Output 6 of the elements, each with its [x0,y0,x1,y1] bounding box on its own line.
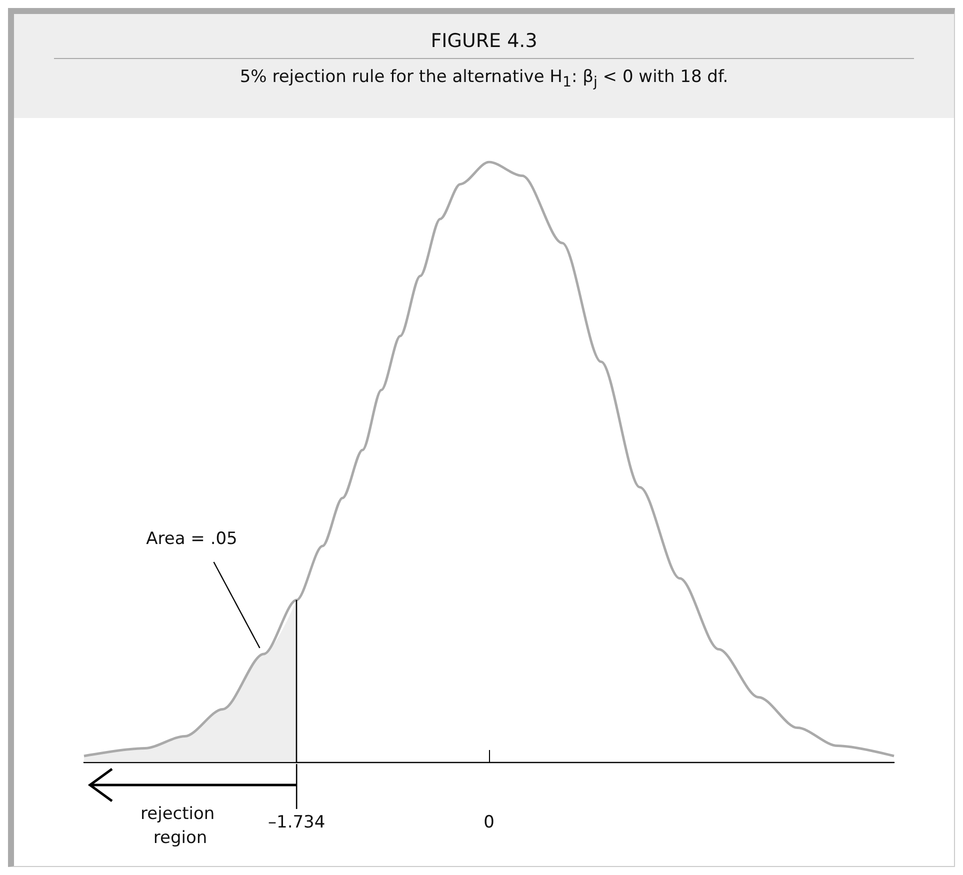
x-tick-label: 0 [484,812,494,832]
text: rejection region [140,804,220,848]
annotation: Area = .05 [146,529,238,549]
chart-title: FIGURE 4.3 [430,29,538,52]
chart-subtitle: 5% rejection rule for the alternative H$_{1}$: β$_{j}$ < 0 with 18 df. [238,67,730,90]
x-tick-label: –1.734 [268,812,326,832]
